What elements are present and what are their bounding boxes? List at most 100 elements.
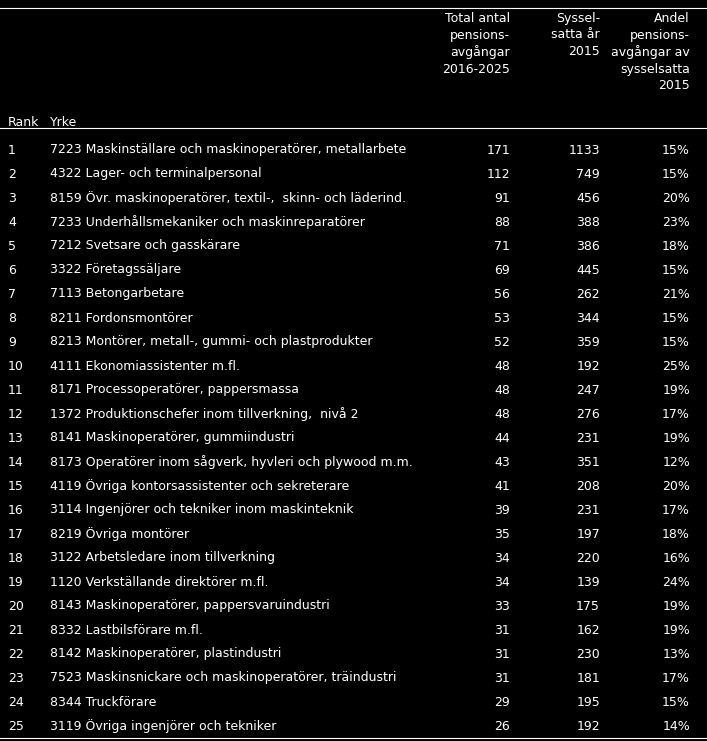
Text: 8159 Övr. maskinoperatörer, textil-,  skinn- och läderind.: 8159 Övr. maskinoperatörer, textil-, ski… [50, 191, 406, 205]
Text: 12: 12 [8, 408, 24, 420]
Text: 39: 39 [494, 503, 510, 516]
Text: 17: 17 [8, 528, 24, 540]
Text: 20%: 20% [662, 191, 690, 205]
Text: 19%: 19% [662, 431, 690, 445]
Text: 7523 Maskinsnickare och maskinoperatörer, träindustri: 7523 Maskinsnickare och maskinoperatörer… [50, 671, 397, 685]
Text: Rank: Rank [8, 116, 40, 130]
Text: 18%: 18% [662, 528, 690, 540]
Text: 3: 3 [8, 191, 16, 205]
Text: 9: 9 [8, 336, 16, 348]
Text: 71: 71 [494, 239, 510, 253]
Text: 8: 8 [8, 311, 16, 325]
Text: 386: 386 [576, 239, 600, 253]
Text: Syssel-
satta år
2015: Syssel- satta år 2015 [551, 12, 600, 58]
Text: 197: 197 [576, 528, 600, 540]
Text: 17%: 17% [662, 408, 690, 420]
Text: 7223 Maskinställare och maskinoperatörer, metallarbete: 7223 Maskinställare och maskinoperatörer… [50, 144, 407, 156]
Text: 247: 247 [576, 384, 600, 396]
Text: 14: 14 [8, 456, 24, 468]
Text: 14%: 14% [662, 720, 690, 733]
Text: Andel
pensions-
avgångar av
sysselsatta
2015: Andel pensions- avgångar av sysselsatta … [612, 12, 690, 93]
Text: 276: 276 [576, 408, 600, 420]
Text: 31: 31 [494, 623, 510, 637]
Text: 8344 Truckförare: 8344 Truckförare [50, 696, 156, 708]
Text: 48: 48 [494, 359, 510, 373]
Text: 19%: 19% [662, 599, 690, 613]
Text: 192: 192 [576, 720, 600, 733]
Text: 181: 181 [576, 671, 600, 685]
Text: 3322 Företagssäljare: 3322 Företagssäljare [50, 264, 181, 276]
Text: 7113 Betongarbetare: 7113 Betongarbetare [50, 288, 184, 301]
Text: 24: 24 [8, 696, 24, 708]
Text: 35: 35 [494, 528, 510, 540]
Text: 456: 456 [576, 191, 600, 205]
Text: 10: 10 [8, 359, 24, 373]
Text: 1120 Verkställande direktörer m.fl.: 1120 Verkställande direktörer m.fl. [50, 576, 269, 588]
Text: 26: 26 [494, 720, 510, 733]
Text: 344: 344 [576, 311, 600, 325]
Text: 8332 Lastbilsförare m.fl.: 8332 Lastbilsförare m.fl. [50, 623, 203, 637]
Text: 15: 15 [8, 479, 24, 493]
Text: 88: 88 [494, 216, 510, 228]
Text: 48: 48 [494, 408, 510, 420]
Text: 4119 Övriga kontorsassistenter och sekreterare: 4119 Övriga kontorsassistenter och sekre… [50, 479, 349, 493]
Text: 15%: 15% [662, 167, 690, 181]
Text: 192: 192 [576, 359, 600, 373]
Text: 16: 16 [8, 503, 24, 516]
Text: 15%: 15% [662, 144, 690, 156]
Text: 208: 208 [576, 479, 600, 493]
Text: 8173 Operatörer inom sågverk, hyvleri och plywood m.m.: 8173 Operatörer inom sågverk, hyvleri oc… [50, 455, 413, 469]
Text: 1: 1 [8, 144, 16, 156]
Text: 8143 Maskinoperatörer, pappersvaruindustri: 8143 Maskinoperatörer, pappersvaruindust… [50, 599, 329, 613]
Text: 91: 91 [494, 191, 510, 205]
Text: 16%: 16% [662, 551, 690, 565]
Text: Yrke: Yrke [50, 116, 77, 130]
Text: 3119 Övriga ingenjörer och tekniker: 3119 Övriga ingenjörer och tekniker [50, 719, 276, 733]
Text: 33: 33 [494, 599, 510, 613]
Text: 52: 52 [494, 336, 510, 348]
Text: 175: 175 [576, 599, 600, 613]
Text: 13%: 13% [662, 648, 690, 660]
Text: 69: 69 [494, 264, 510, 276]
Text: 31: 31 [494, 648, 510, 660]
Text: 3122 Arbetsledare inom tillverkning: 3122 Arbetsledare inom tillverkning [50, 551, 275, 565]
Text: 15%: 15% [662, 696, 690, 708]
Text: 1133: 1133 [568, 144, 600, 156]
Text: 15%: 15% [662, 264, 690, 276]
Text: 445: 445 [576, 264, 600, 276]
Text: 359: 359 [576, 336, 600, 348]
Text: 29: 29 [494, 696, 510, 708]
Text: 23: 23 [8, 671, 24, 685]
Text: 53: 53 [494, 311, 510, 325]
Text: 13: 13 [8, 431, 24, 445]
Text: 24%: 24% [662, 576, 690, 588]
Text: 20: 20 [8, 599, 24, 613]
Text: 8141 Maskinoperatörer, gummiindustri: 8141 Maskinoperatörer, gummiindustri [50, 431, 295, 445]
Text: 8171 Processoperatörer, pappersmassa: 8171 Processoperatörer, pappersmassa [50, 384, 299, 396]
Text: 56: 56 [494, 288, 510, 301]
Text: 7233 Underhållsmekaniker och maskinreparatörer: 7233 Underhållsmekaniker och maskinrepar… [50, 215, 365, 229]
Text: 8211 Fordonsmontörer: 8211 Fordonsmontörer [50, 311, 192, 325]
Text: 23%: 23% [662, 216, 690, 228]
Text: 11: 11 [8, 384, 24, 396]
Text: 162: 162 [576, 623, 600, 637]
Text: 19: 19 [8, 576, 24, 588]
Text: 749: 749 [576, 167, 600, 181]
Text: 262: 262 [576, 288, 600, 301]
Text: 3114 Ingenjörer och tekniker inom maskinteknik: 3114 Ingenjörer och tekniker inom maskin… [50, 503, 354, 516]
Text: 351: 351 [576, 456, 600, 468]
Text: 17%: 17% [662, 503, 690, 516]
Text: 112: 112 [486, 167, 510, 181]
Text: 7212 Svetsare och gasskärare: 7212 Svetsare och gasskärare [50, 239, 240, 253]
Text: 48: 48 [494, 384, 510, 396]
Text: 2: 2 [8, 167, 16, 181]
Text: 21: 21 [8, 623, 24, 637]
Text: 4: 4 [8, 216, 16, 228]
Text: 18%: 18% [662, 239, 690, 253]
Text: 171: 171 [486, 144, 510, 156]
Text: 25: 25 [8, 720, 24, 733]
Text: 31: 31 [494, 671, 510, 685]
Text: 19%: 19% [662, 623, 690, 637]
Text: 7: 7 [8, 288, 16, 301]
Text: 21%: 21% [662, 288, 690, 301]
